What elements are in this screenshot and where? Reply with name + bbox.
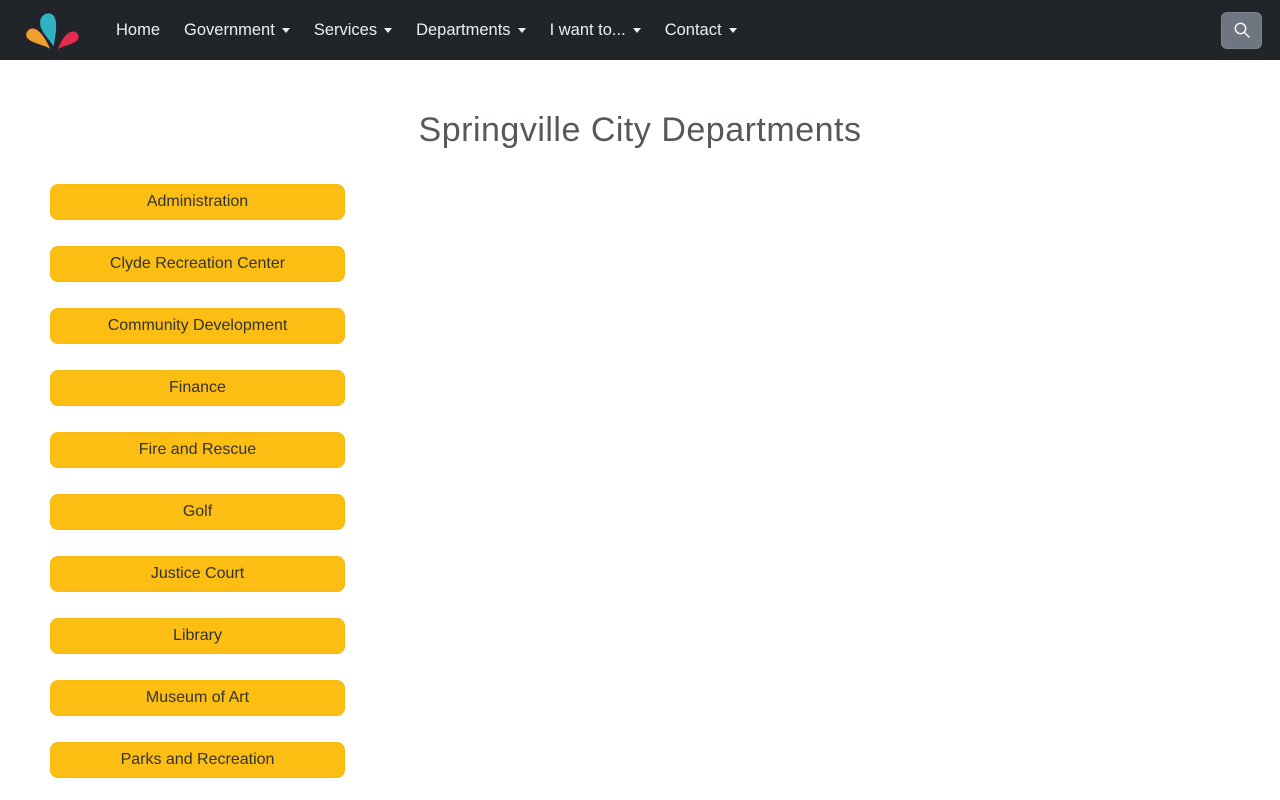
department-button-parks-and-recreation[interactable]: Parks and Recreation (50, 742, 345, 778)
chevron-down-icon (517, 27, 526, 33)
nav-item-label: Departments (416, 20, 511, 39)
department-list: Administration Clyde Recreation Center Com… (50, 184, 345, 800)
department-button-library[interactable]: Library (50, 618, 345, 654)
department-button-golf[interactable]: Golf (50, 494, 345, 530)
chevron-down-icon (728, 27, 737, 33)
nav-links: Home Government Services Departments I want … (104, 0, 749, 60)
search-button[interactable] (1221, 11, 1262, 49)
nav-item-departments[interactable]: Departments (404, 13, 537, 48)
department-button-administration[interactable]: Administration (50, 184, 345, 220)
top-navbar: Home Government Services Departments I want … (0, 0, 1280, 60)
department-button-fire-and-rescue[interactable]: Fire and Rescue (50, 432, 345, 468)
nav-item-label: Contact (664, 20, 722, 39)
chevron-down-icon (281, 27, 290, 33)
main-content: Springville City Departments Administrat… (0, 60, 1280, 800)
splash-droplets-icon (26, 13, 79, 49)
chevron-down-icon (384, 27, 393, 33)
nav-item-contact[interactable]: Contact (653, 13, 749, 48)
nav-item-government[interactable]: Government (172, 13, 302, 48)
department-button-community-development[interactable]: Community Development (50, 308, 345, 344)
nav-item-label: Home (116, 20, 161, 39)
nav-item-services[interactable]: Services (302, 13, 404, 48)
department-button-clyde-recreation-center[interactable]: Clyde Recreation Center (50, 246, 345, 282)
nav-item-i-want-to[interactable]: I want to... (538, 13, 653, 48)
search-icon (1234, 22, 1250, 38)
department-button-justice-court[interactable]: Justice Court (50, 556, 345, 592)
department-button-museum-of-art[interactable]: Museum of Art (50, 680, 345, 716)
department-button-finance[interactable]: Finance (50, 370, 345, 406)
nav-item-label: I want to... (549, 20, 626, 39)
nav-item-label: Services (313, 20, 378, 39)
page-title: Springville City Departments (418, 111, 862, 149)
chevron-down-icon (632, 27, 641, 33)
nav-item-label: Government (184, 20, 275, 39)
nav-item-home[interactable]: Home (104, 13, 172, 48)
city-logo[interactable] (20, 6, 82, 54)
